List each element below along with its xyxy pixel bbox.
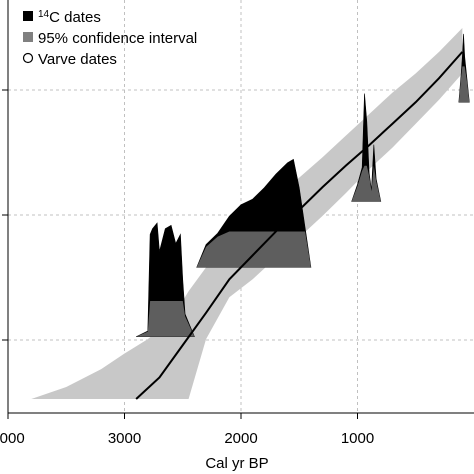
x-tick-label: 2000 — [224, 430, 257, 447]
date-confidence-shape — [351, 165, 381, 202]
x-tick-label: 3000 — [108, 430, 141, 447]
legend-label: 14C dates — [38, 9, 101, 27]
legend-swatch — [23, 11, 33, 21]
date-distribution — [136, 222, 195, 338]
date-distribution — [196, 158, 312, 268]
legend-label: 95% confidence interval — [38, 30, 197, 47]
date-confidence-shape — [196, 231, 311, 268]
legend-entry: 95% confidence interval — [23, 30, 197, 47]
radiocarbon-dates — [136, 33, 470, 338]
legend-label: Varve dates — [38, 51, 117, 68]
date-confidence-shape — [458, 66, 470, 103]
x-tick-label: 1000 — [341, 430, 374, 447]
age-model-line — [135, 51, 464, 400]
legend-swatch — [23, 32, 33, 42]
date-distribution — [458, 33, 470, 103]
age-model-curve — [135, 51, 464, 400]
x-axis-label: Cal yr BP — [205, 455, 268, 472]
date-confidence-shape — [136, 300, 195, 337]
legend-entry: 14C dates — [23, 9, 101, 27]
legend: 14C dates 95% confidence interval Varve da… — [22, 9, 197, 68]
x-tick-label: 4000 — [0, 430, 25, 447]
legend-marker-circle — [22, 52, 34, 64]
legend-entry: Varve dates — [22, 51, 117, 68]
